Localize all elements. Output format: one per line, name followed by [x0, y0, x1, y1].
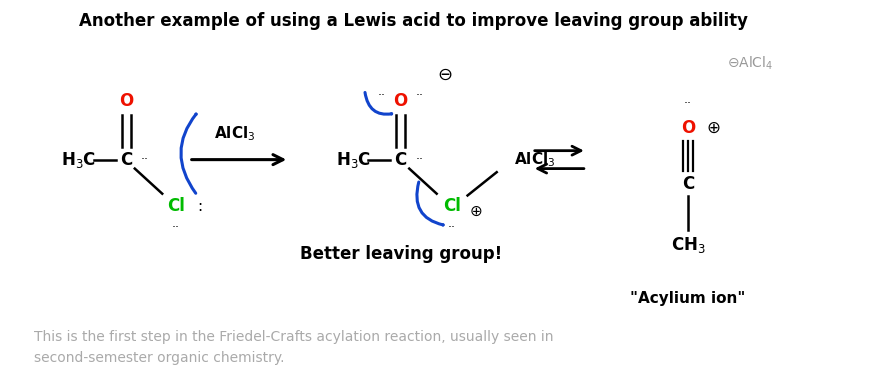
Text: ⊕: ⊕ — [470, 204, 482, 219]
Text: This is the first step in the Friedel-Crafts acylation reaction, usually seen in: This is the first step in the Friedel-Cr… — [35, 330, 554, 364]
Text: ⊖: ⊖ — [438, 65, 453, 84]
Text: CH$_3$: CH$_3$ — [670, 235, 705, 255]
FancyArrowPatch shape — [181, 114, 196, 193]
Text: C: C — [394, 151, 407, 168]
Text: ··: ·· — [448, 221, 456, 234]
Text: ··: ·· — [172, 221, 180, 234]
Text: O: O — [681, 119, 695, 137]
Text: AlCl$_3$: AlCl$_3$ — [214, 125, 256, 144]
Text: ··: ·· — [684, 97, 692, 110]
Text: C: C — [120, 151, 132, 168]
Text: :: : — [197, 199, 202, 214]
Text: H$_3$C: H$_3$C — [61, 150, 97, 170]
Text: AlCl$_3$: AlCl$_3$ — [514, 150, 555, 169]
Text: Cl: Cl — [443, 197, 461, 215]
Text: Cl: Cl — [167, 197, 185, 215]
Text: H$_3$C: H$_3$C — [336, 150, 371, 170]
Text: ⊖AlCl$_4$: ⊖AlCl$_4$ — [726, 55, 773, 73]
Text: "Acylium ion": "Acylium ion" — [630, 291, 746, 306]
Text: ··: ·· — [377, 89, 385, 102]
FancyArrowPatch shape — [416, 182, 443, 225]
Text: ··: ·· — [141, 153, 149, 166]
Text: O: O — [119, 92, 133, 110]
FancyArrowPatch shape — [365, 92, 392, 114]
Text: Another example of using a Lewis acid to improve leaving group ability: Another example of using a Lewis acid to… — [79, 12, 748, 30]
Text: Better leaving group!: Better leaving group! — [299, 245, 502, 263]
Text: O: O — [393, 92, 408, 110]
Text: ··: ·· — [416, 89, 424, 102]
Text: C: C — [682, 175, 694, 193]
Text: ⊕: ⊕ — [707, 119, 721, 137]
Text: ··: ·· — [416, 153, 424, 166]
